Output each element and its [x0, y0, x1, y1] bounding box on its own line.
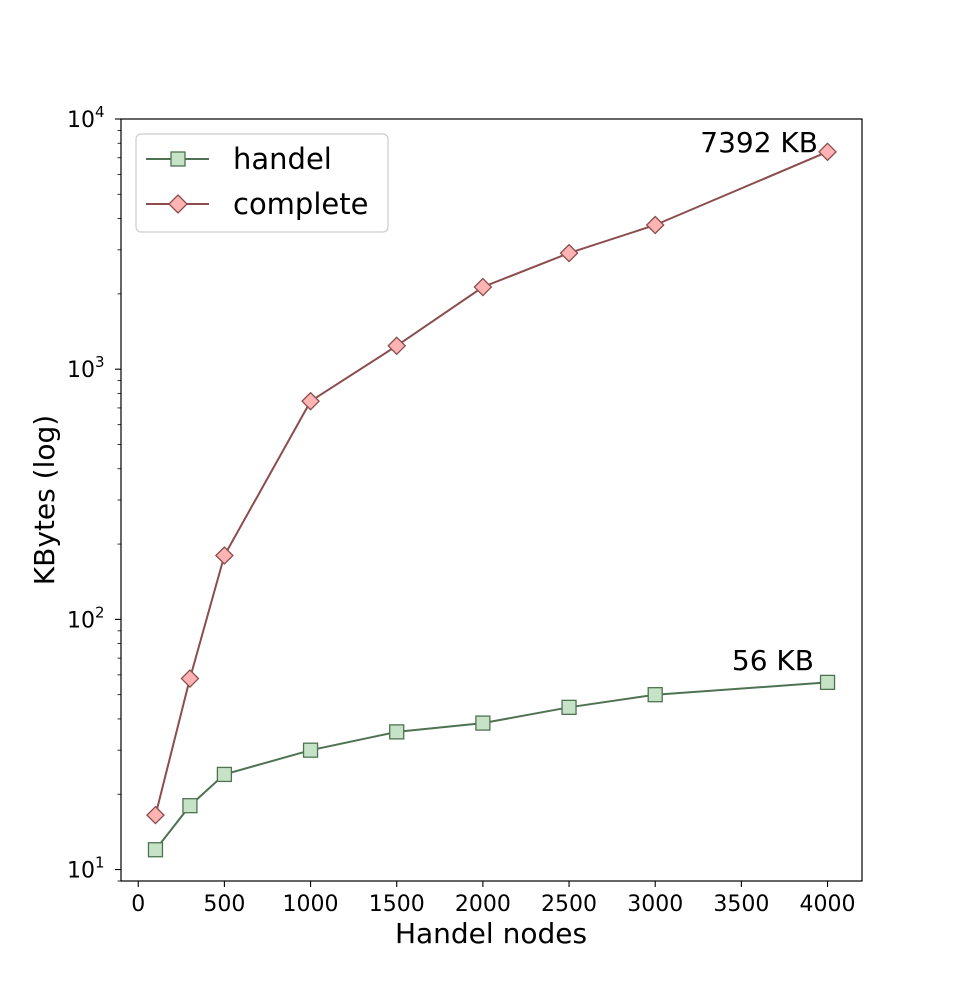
- legend-entry-complete: complete: [146, 187, 368, 221]
- point-complete-2500: [559, 243, 579, 263]
- point-handel-1500: [389, 724, 405, 740]
- point-handel-4000: [819, 674, 836, 691]
- point-complete-1500: [387, 336, 407, 356]
- legend-label-complete: complete: [233, 187, 368, 221]
- y-tick-label-100: 10: [67, 608, 95, 633]
- series-line-complete: [154, 150, 828, 816]
- x-tick-label-4000: 4000: [800, 892, 856, 917]
- point-handel-500: [216, 766, 233, 783]
- point-complete-500: [214, 546, 234, 565]
- point-complete-1000: [301, 391, 320, 411]
- y-tick-exp-10: 1: [95, 854, 105, 872]
- x-tick-label-1500: 1500: [369, 892, 425, 917]
- point-complete-300: [180, 669, 200, 688]
- point-handel-3000: [647, 687, 663, 703]
- point-handel-2000: [475, 715, 491, 731]
- annotation-complete-max: 7392 KB: [700, 126, 818, 159]
- annotation-handel-max: 56 KB: [732, 644, 814, 677]
- y-tick-exp-10000: 4: [95, 103, 105, 121]
- y-tick-label-10000: 10: [67, 108, 95, 133]
- x-tick-label-2000: 2000: [455, 892, 511, 917]
- point-handel-100: [147, 842, 164, 858]
- series-line-handel: [154, 681, 828, 851]
- y-axis-label: KBytes (log): [28, 415, 61, 585]
- y-tick-exp-100: 2: [95, 603, 105, 621]
- y-tick-exp-1000: 3: [95, 353, 105, 371]
- point-complete-4000: [818, 142, 837, 162]
- x-tick-label-3500: 3500: [713, 892, 769, 917]
- point-handel-300: [182, 798, 198, 814]
- x-axis-label: Handel nodes: [395, 917, 587, 950]
- point-complete-3000: [645, 215, 665, 235]
- legend-marker-handel: [170, 151, 186, 167]
- plot-area: [146, 142, 837, 858]
- x-tick-label-1000: 1000: [283, 892, 339, 917]
- point-complete-100: [146, 805, 165, 825]
- y-tick-label-10: 10: [67, 859, 95, 884]
- x-tick-label-500: 500: [203, 892, 245, 917]
- plot-frame: [120, 118, 863, 882]
- legend-marker-complete: [168, 194, 188, 214]
- point-handel-2500: [561, 699, 577, 715]
- x-tick-label-3000: 3000: [627, 892, 683, 917]
- x-tick-label-0: 0: [131, 892, 145, 917]
- y-tick-label-1000: 10: [67, 358, 95, 383]
- legend-entry-handel: handel: [146, 142, 332, 176]
- point-complete-2000: [473, 277, 493, 297]
- x-tick-label-2500: 2500: [541, 892, 597, 917]
- point-handel-1000: [302, 742, 319, 758]
- legend-label-handel: handel: [233, 142, 332, 176]
- legend: handel complete: [135, 133, 389, 233]
